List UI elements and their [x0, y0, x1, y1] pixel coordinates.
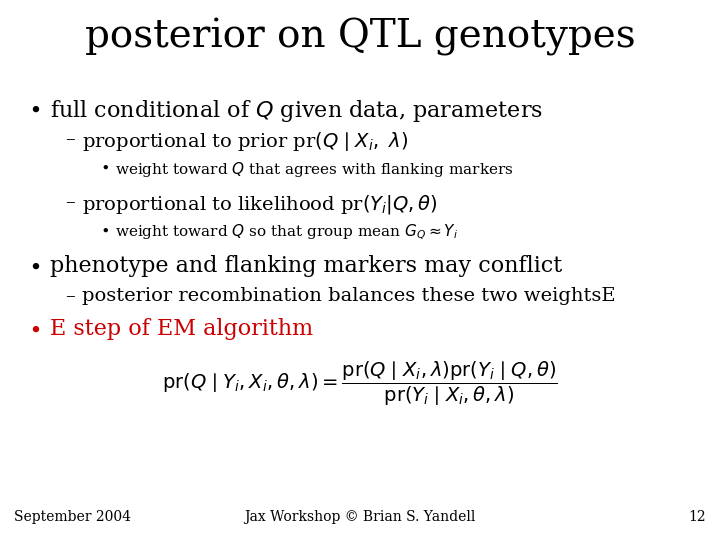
- Text: proportional to prior pr$(Q \mid X_i,\ \lambda)$: proportional to prior pr$(Q \mid X_i,\ \…: [82, 130, 408, 153]
- Text: September 2004: September 2004: [14, 510, 131, 524]
- Text: full conditional of $Q$ given data, parameters: full conditional of $Q$ given data, para…: [50, 98, 543, 124]
- Text: Jax Workshop © Brian S. Yandell: Jax Workshop © Brian S. Yandell: [244, 510, 476, 524]
- Text: –: –: [65, 193, 75, 211]
- Text: $\bullet$: $\bullet$: [28, 98, 40, 120]
- Text: $\bullet$: $\bullet$: [28, 318, 40, 340]
- Text: $\bullet$: $\bullet$: [100, 223, 109, 237]
- Text: $\bullet$: $\bullet$: [28, 255, 40, 277]
- Text: posterior on QTL genotypes: posterior on QTL genotypes: [85, 18, 635, 56]
- Text: –: –: [65, 130, 75, 148]
- Text: phenotype and flanking markers may conflict: phenotype and flanking markers may confl…: [50, 255, 562, 277]
- Text: –: –: [65, 287, 75, 305]
- Text: weight toward $Q$ that agrees with flanking markers: weight toward $Q$ that agrees with flank…: [115, 160, 513, 179]
- Text: 12: 12: [688, 510, 706, 524]
- Text: proportional to likelihood pr$(Y_i|Q,\theta)$: proportional to likelihood pr$(Y_i|Q,\th…: [82, 193, 438, 216]
- Text: weight toward $Q$ so that group mean $G_Q \approx Y_i$: weight toward $Q$ so that group mean $G_…: [115, 223, 458, 242]
- Text: $\mathrm{pr}(Q \mid Y_i, X_i, \theta, \lambda) = \dfrac{\mathrm{pr}(Q \mid X_i, : $\mathrm{pr}(Q \mid Y_i, X_i, \theta, \l…: [162, 360, 558, 408]
- Text: $\bullet$: $\bullet$: [100, 160, 109, 174]
- Text: posterior recombination balances these two weightsE: posterior recombination balances these t…: [82, 287, 616, 305]
- Text: E step of EM algorithm: E step of EM algorithm: [50, 318, 313, 340]
